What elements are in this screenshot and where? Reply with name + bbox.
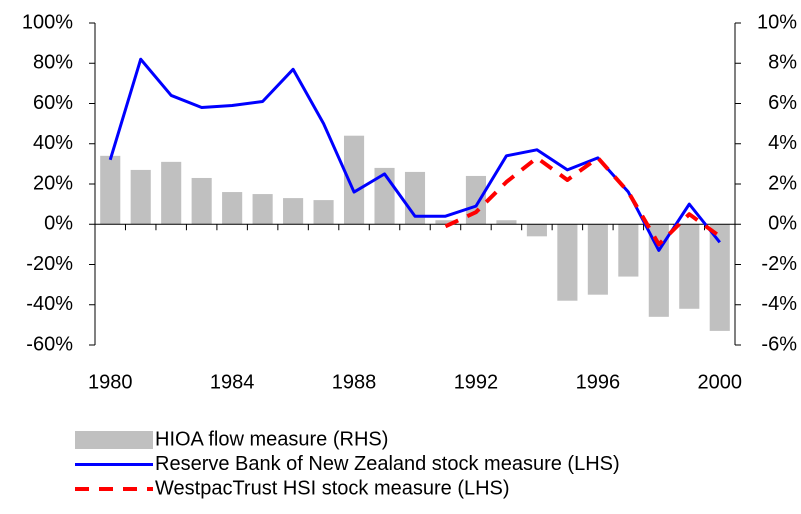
bar bbox=[496, 220, 517, 225]
y-tick-label: 0% bbox=[44, 213, 73, 235]
y2-tick-label: 6% bbox=[768, 92, 797, 114]
bar bbox=[252, 194, 273, 225]
x-tick-label: 1980 bbox=[88, 371, 133, 393]
x-tick-label: 1988 bbox=[332, 371, 377, 393]
legend-label: WestpacTrust HSI stock measure (LHS) bbox=[155, 477, 510, 499]
bar bbox=[679, 224, 700, 309]
bar bbox=[648, 224, 669, 317]
bar bbox=[587, 224, 608, 295]
bar bbox=[526, 224, 547, 237]
y-tick-label: -20% bbox=[26, 253, 73, 275]
y2-tick-label: -4% bbox=[761, 293, 797, 315]
bar bbox=[618, 224, 639, 277]
y-tick-label: -60% bbox=[26, 333, 73, 355]
bar bbox=[283, 198, 304, 225]
line-series bbox=[444, 155, 721, 247]
bar bbox=[100, 155, 121, 225]
bar bbox=[130, 169, 151, 225]
y2-tick-label: 4% bbox=[768, 132, 797, 154]
y-tick-label: 80% bbox=[33, 52, 73, 74]
y2-tick-label: -6% bbox=[761, 333, 797, 355]
legend-label: HIOA flow measure (RHS) bbox=[155, 428, 388, 450]
y-tick-label: 60% bbox=[33, 92, 73, 114]
legend-label: Reserve Bank of New Zealand stock measur… bbox=[155, 453, 620, 475]
bar bbox=[161, 161, 182, 225]
bar bbox=[313, 200, 334, 225]
y2-tick-label: 0% bbox=[768, 213, 797, 235]
bar bbox=[435, 220, 456, 225]
bar bbox=[222, 192, 243, 225]
y-tick-label: -40% bbox=[26, 293, 73, 315]
y-tick-label: 20% bbox=[33, 172, 73, 194]
y2-tick-label: 2% bbox=[768, 172, 797, 194]
y2-tick-label: -2% bbox=[761, 253, 797, 275]
bar bbox=[343, 135, 365, 225]
x-tick-label: 1992 bbox=[454, 371, 499, 393]
y-tick-label: 100% bbox=[22, 11, 73, 33]
legend-swatch bbox=[75, 431, 153, 449]
x-tick-label: 1996 bbox=[576, 371, 621, 393]
y-tick-label: 40% bbox=[33, 132, 73, 154]
y2-tick-label: 10% bbox=[757, 11, 797, 33]
y2-tick-label: 8% bbox=[768, 52, 797, 74]
bar bbox=[709, 224, 730, 331]
x-tick-label: 2000 bbox=[698, 371, 743, 393]
bar bbox=[465, 175, 487, 225]
bar bbox=[191, 177, 212, 225]
x-tick-label: 1984 bbox=[210, 371, 255, 393]
bar bbox=[557, 224, 578, 301]
